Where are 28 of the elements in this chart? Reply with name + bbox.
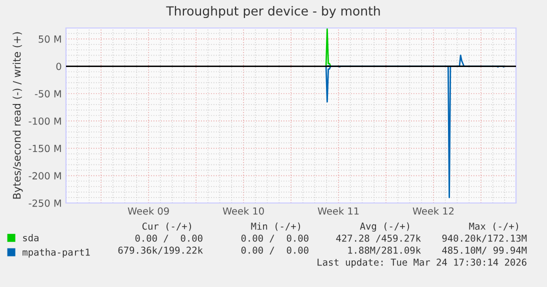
text: Cur (-/+) (142, 222, 192, 231)
x-tick-label: Week 09 (128, 207, 169, 215)
chart-title: Throughput per device - by month (166, 6, 380, 18)
y-tick-label: -150 M (28, 144, 61, 152)
text: 0.00 / 0.00 (135, 234, 202, 243)
y-tick-label: 0 (56, 62, 62, 70)
y-tick-label: -200 M (28, 172, 61, 180)
text: Max (-/+) (469, 222, 518, 231)
y-tick-label: -250 M (28, 199, 61, 207)
y-axis-title: Bytes/second read (-) / write (+) (12, 32, 23, 199)
x-tick-label: Week 11 (318, 207, 359, 215)
y-tick-label: 50 M (38, 35, 61, 43)
text: Avg (-/+) (360, 222, 410, 232)
x-tick-label: Week 12 (412, 207, 454, 215)
text: 427.28 /459.27k (336, 234, 421, 243)
y-tick-label: -50 M (34, 90, 61, 98)
legend-label: sda (23, 234, 38, 242)
x-tick-label: Week 10 (222, 207, 264, 215)
text: 1.88M/281.09k (348, 246, 421, 255)
text: 0.00 / 0.00 (241, 246, 308, 255)
text: 679.36k/199.22k (118, 246, 203, 255)
text: 0.00 / 0.00 (241, 234, 308, 243)
text: Last update: Tue Mar 24 17:30:14 2026 (318, 258, 526, 268)
legend-label: mpatha-part1 (22, 248, 90, 258)
text: 940.20k/172.13M (442, 234, 527, 243)
y-tick-label: -100 M (28, 117, 61, 125)
text: Min (-/+) (251, 222, 300, 231)
text: 485.10M/ 99.94M (442, 246, 527, 255)
